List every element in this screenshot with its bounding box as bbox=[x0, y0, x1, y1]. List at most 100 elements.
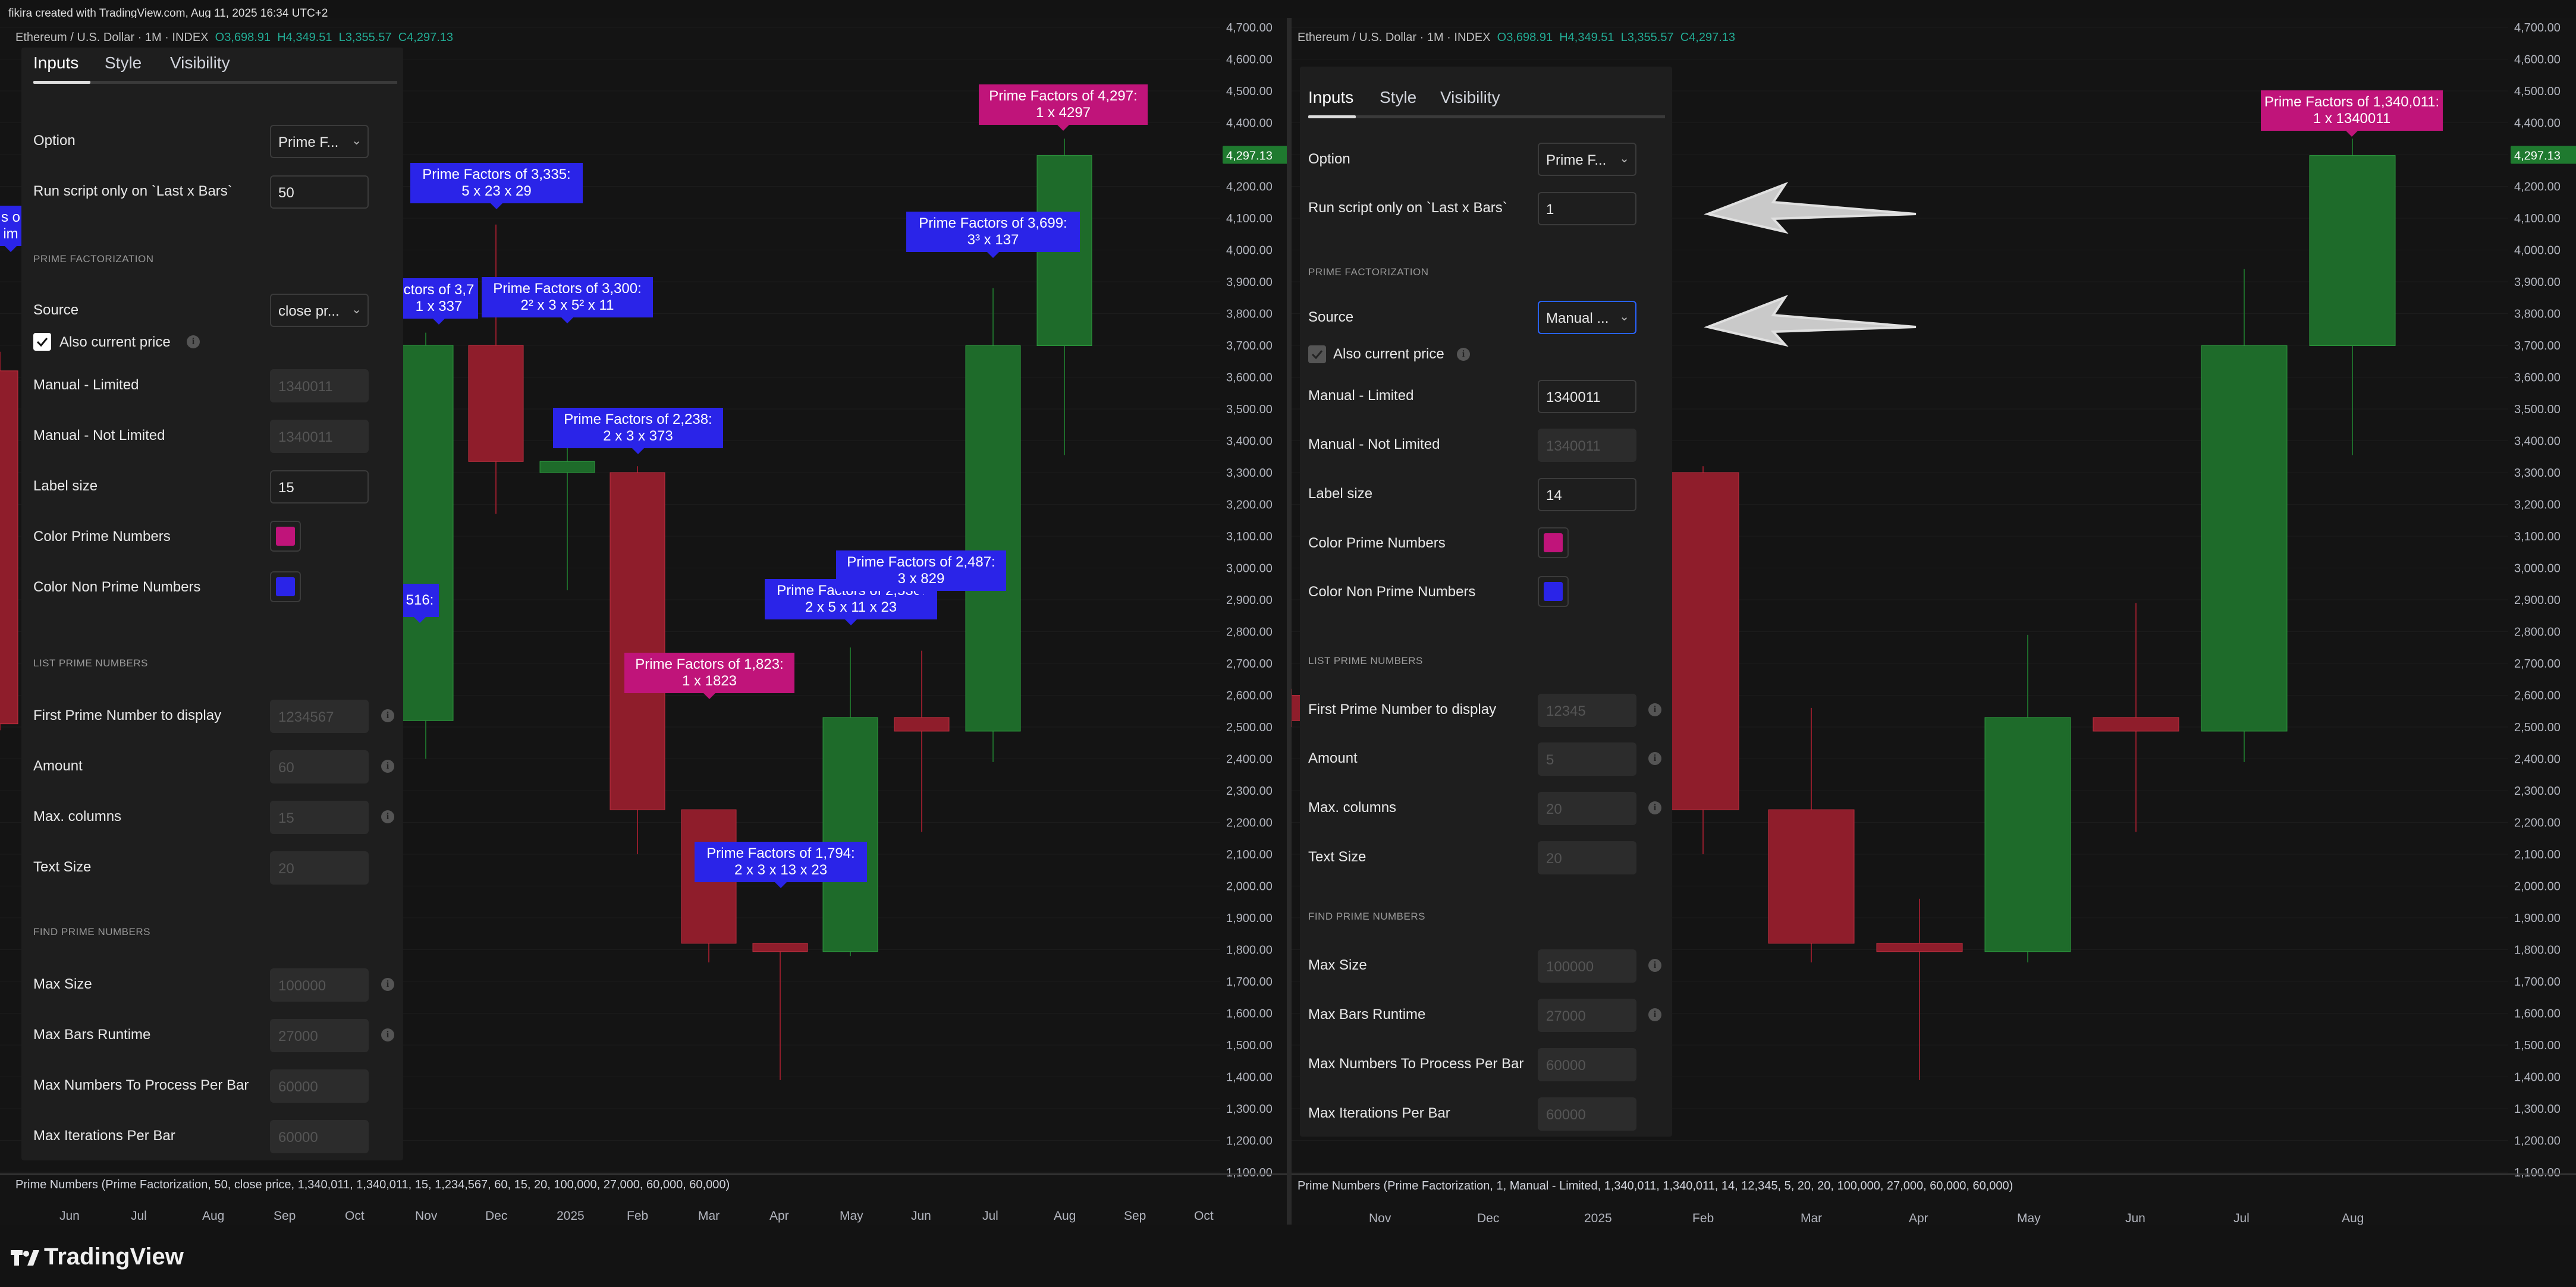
last-price-label: 4,297.13 bbox=[1226, 150, 1273, 163]
tab-style[interactable]: Style bbox=[105, 54, 142, 72]
info-icon[interactable]: i bbox=[187, 335, 200, 348]
max-numbers-input[interactable]: 60000 bbox=[270, 1069, 369, 1103]
tab-visibility[interactable]: Visibility bbox=[170, 54, 230, 72]
color-nonprime-swatch[interactable] bbox=[1538, 576, 1569, 607]
label-size-input[interactable]: 14 bbox=[1538, 478, 1636, 511]
left-label-3699: Prime Factors of 3,699: 3³ x 137 bbox=[906, 212, 1080, 258]
run-script-input[interactable]: 1 bbox=[1538, 192, 1636, 225]
price-tick-label: 1,400.00 bbox=[2514, 1071, 2561, 1084]
info-icon[interactable]: i bbox=[1648, 752, 1661, 765]
left-chart-pane[interactable]: 4,700.004,600.004,500.004,400.004,300.00… bbox=[0, 18, 1287, 1225]
left-label-1794: Prime Factors of 1,794: 2 x 3 x 13 x 23 bbox=[695, 842, 867, 888]
text-size-label: Text Size bbox=[1308, 849, 1366, 865]
tradingview-logo-icon bbox=[11, 1250, 39, 1266]
info-icon[interactable]: i bbox=[381, 1028, 394, 1041]
right-candlestick-chart[interactable]: 4,700.004,600.004,500.004,400.004,300.00… bbox=[1292, 18, 2576, 1225]
color-prime-swatch[interactable] bbox=[1538, 527, 1569, 558]
max-columns-input[interactable]: 20 bbox=[1538, 792, 1636, 825]
max-bars-runtime-input[interactable]: 27000 bbox=[1538, 999, 1636, 1032]
max-columns-input[interactable]: 15 bbox=[270, 801, 369, 834]
info-icon[interactable]: i bbox=[1648, 801, 1661, 814]
amount-input[interactable]: 5 bbox=[1538, 742, 1636, 776]
text-size-input[interactable]: 20 bbox=[270, 851, 369, 885]
info-icon[interactable]: i bbox=[381, 709, 394, 722]
left-label-4297: Prime Factors of 4,297: 1 x 4297 bbox=[979, 84, 1148, 131]
candle-body bbox=[1667, 472, 1739, 810]
info-icon[interactable]: i bbox=[1457, 348, 1470, 361]
max-size-input[interactable]: 100000 bbox=[270, 968, 369, 1002]
manual-limited-input[interactable]: 1340011 bbox=[270, 369, 369, 402]
tab-visibility[interactable]: Visibility bbox=[1440, 88, 1500, 106]
price-tick-label: 4,600.00 bbox=[1226, 54, 1273, 67]
time-tick-label: Apr bbox=[769, 1209, 789, 1223]
also-current-price-checkbox[interactable] bbox=[1308, 345, 1326, 363]
label-size-input[interactable]: 15 bbox=[270, 470, 369, 504]
price-tick-label: 3,700.00 bbox=[2514, 339, 2561, 353]
tab-rule bbox=[1308, 115, 1665, 118]
option-select[interactable]: Prime F... ⌄ bbox=[270, 125, 369, 158]
option-label: Option bbox=[33, 133, 76, 149]
max-iterations-input[interactable]: 60000 bbox=[270, 1120, 369, 1153]
info-icon[interactable]: i bbox=[1648, 1008, 1661, 1021]
info-icon[interactable]: i bbox=[1648, 959, 1661, 972]
run-script-input[interactable]: 50 bbox=[270, 175, 369, 209]
also-current-price-checkbox[interactable] bbox=[33, 333, 51, 351]
price-tick-label: 2,300.00 bbox=[1226, 785, 1273, 798]
time-tick-label: Aug bbox=[1054, 1209, 1076, 1223]
info-icon[interactable]: i bbox=[381, 810, 394, 823]
section-prime-factorization: PRIME FACTORIZATION bbox=[33, 253, 154, 265]
manual-limited-input[interactable]: 1340011 bbox=[1538, 380, 1636, 413]
tab-style[interactable]: Style bbox=[1380, 88, 1417, 106]
max-iterations-input[interactable]: 60000 bbox=[1538, 1097, 1636, 1131]
amount-input[interactable]: 60 bbox=[270, 750, 369, 783]
tradingview-logo[interactable]: TradingView bbox=[11, 1244, 184, 1270]
candle-body bbox=[539, 461, 595, 473]
right-indicator-status[interactable]: Prime Numbers (Prime Factorization, 1, M… bbox=[1298, 1179, 2013, 1192]
manual-not-limited-input[interactable]: 1340011 bbox=[270, 420, 369, 453]
max-bars-runtime-input[interactable]: 27000 bbox=[270, 1019, 369, 1052]
pane-divider[interactable] bbox=[1287, 18, 1292, 1225]
tab-inputs[interactable]: Inputs bbox=[1308, 88, 1354, 106]
price-tick-label: 1,100.00 bbox=[1226, 1166, 1273, 1179]
price-tick-label: 3,900.00 bbox=[2514, 276, 2561, 289]
color-nonprime-swatch[interactable] bbox=[270, 571, 301, 602]
last-price-badge bbox=[1223, 146, 1287, 164]
left-indicator-status[interactable]: Prime Numbers (Prime Factorization, 50, … bbox=[15, 1178, 730, 1191]
price-tick-label: 2,300.00 bbox=[2514, 785, 2561, 798]
price-tick-label: 3,400.00 bbox=[2514, 435, 2561, 448]
manual-limited-label: Manual - Limited bbox=[33, 377, 139, 393]
left-open-value: O3,698.91 bbox=[215, 31, 271, 44]
candle-body bbox=[610, 472, 665, 810]
max-numbers-label: Max Numbers To Process Per Bar bbox=[1308, 1056, 1524, 1072]
time-tick-label: Aug bbox=[202, 1209, 224, 1223]
last-price-badge bbox=[2511, 146, 2576, 164]
price-tick-label: 2,000.00 bbox=[2514, 880, 2561, 893]
max-numbers-input[interactable]: 60000 bbox=[1538, 1048, 1636, 1081]
left-candlestick-chart[interactable]: 4,700.004,600.004,500.004,400.004,300.00… bbox=[0, 18, 1287, 1225]
first-prime-input[interactable]: 1234567 bbox=[270, 700, 369, 733]
info-icon[interactable]: i bbox=[1648, 703, 1661, 716]
source-select[interactable]: Manual ... ⌄ bbox=[1538, 301, 1636, 334]
price-tick-label: 2,400.00 bbox=[2514, 753, 2561, 766]
max-numbers-label: Max Numbers To Process Per Bar bbox=[33, 1077, 249, 1093]
max-size-input[interactable]: 100000 bbox=[1538, 949, 1636, 983]
price-tick-label: 1,100.00 bbox=[2514, 1166, 2561, 1179]
right-chart-pane[interactable]: 4,700.004,600.004,500.004,400.004,300.00… bbox=[1292, 18, 2576, 1225]
info-icon[interactable]: i bbox=[381, 760, 394, 773]
tab-inputs[interactable]: Inputs bbox=[33, 54, 79, 72]
chevron-down-icon: ⌄ bbox=[351, 303, 362, 316]
price-tick-label: 2,100.00 bbox=[1226, 848, 1273, 861]
color-prime-swatch[interactable] bbox=[270, 521, 301, 552]
first-prime-input[interactable]: 12345 bbox=[1538, 694, 1636, 727]
price-tick-label: 3,200.00 bbox=[1226, 499, 1273, 512]
source-select[interactable]: close pr... ⌄ bbox=[270, 294, 369, 327]
time-tick-label: Nov bbox=[415, 1209, 438, 1223]
section-list-prime-numbers: LIST PRIME NUMBERS bbox=[33, 657, 148, 669]
candle-body bbox=[468, 345, 524, 462]
manual-not-limited-input[interactable]: 1340011 bbox=[1538, 429, 1636, 462]
info-icon[interactable]: i bbox=[381, 978, 394, 991]
arrow-annotation-run-script bbox=[1704, 181, 1917, 234]
option-select[interactable]: Prime F... ⌄ bbox=[1538, 143, 1636, 176]
tab-rule bbox=[33, 81, 397, 84]
text-size-input[interactable]: 20 bbox=[1538, 841, 1636, 874]
